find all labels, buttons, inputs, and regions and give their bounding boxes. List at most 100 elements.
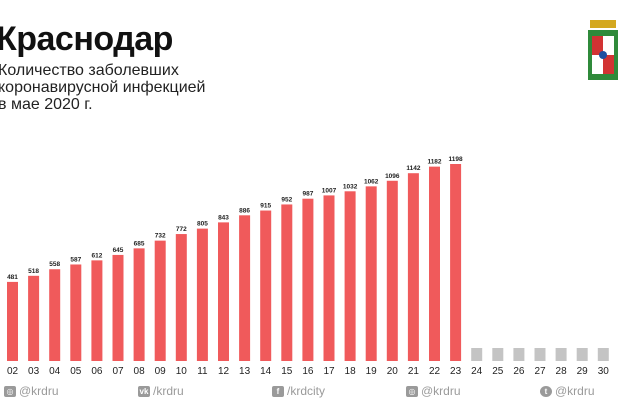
x-tick-label: 20	[387, 366, 399, 377]
bar-day-03	[28, 275, 40, 361]
x-tick-label: 15	[281, 366, 293, 377]
bar-day-02	[7, 281, 18, 361]
bar-day-05	[70, 264, 82, 361]
x-tick-label: 04	[49, 366, 61, 377]
x-tick-label: 24	[471, 366, 483, 377]
x-tick-label: 07	[112, 366, 124, 377]
x-tick-label: 06	[91, 366, 103, 377]
x-tick-label: 25	[492, 366, 504, 377]
bar-value-label: 732	[155, 233, 166, 240]
social-link-krdru[interactable]: t @krdru	[540, 384, 595, 398]
x-tick-label: 13	[239, 366, 251, 377]
bar-value-label: 772	[176, 226, 187, 233]
social-link-label: @krdru	[555, 384, 595, 398]
x-tick-label: 09	[155, 366, 167, 377]
x-tick-label: 17	[323, 366, 335, 377]
x-tick-label: 08	[134, 366, 146, 377]
chart-title: Краснодар	[0, 20, 173, 58]
bar-value-label: 1032	[343, 183, 358, 190]
social-link-label: /krdcity	[287, 384, 326, 398]
x-tick-label: 19	[366, 366, 378, 377]
x-tick-label: 02	[7, 366, 19, 377]
x-tick-label: 21	[408, 366, 420, 377]
bar-day-14	[260, 210, 272, 361]
bar-value-label: 1198	[449, 156, 463, 163]
x-tick-label: 14	[260, 366, 272, 377]
x-tick-label: 28	[556, 366, 568, 377]
subtitle-line-3: в мае 2020 г.	[0, 96, 93, 113]
x-tick-label: 11	[197, 366, 208, 377]
bar-value-label: 987	[302, 191, 313, 198]
x-tick-label: 05	[70, 366, 82, 377]
bar-value-label: 1142	[406, 165, 420, 172]
city-crest-icon	[588, 20, 618, 80]
future-day-stub-25	[492, 348, 504, 361]
x-tick-label: 23	[450, 366, 462, 377]
bar-day-23	[450, 164, 462, 361]
x-tick-label: 18	[345, 366, 357, 377]
bar-day-13	[239, 215, 251, 361]
subtitle-line-1: Количество заболевших	[0, 62, 179, 79]
social-link-krdru[interactable]: ◎ @krdru	[4, 384, 59, 398]
future-day-stub-27	[534, 348, 546, 361]
facebook-icon: f	[272, 385, 284, 397]
bar-value-label: 481	[7, 274, 18, 281]
future-day-stub-26	[513, 348, 525, 361]
social-link-krdru[interactable]: vk/krdru	[138, 384, 184, 398]
social-link-krdcity[interactable]: f/krdcity	[272, 384, 325, 398]
instagram-icon: ◎	[406, 385, 418, 397]
bar-day-10	[175, 234, 187, 361]
instagram-icon: ◎	[4, 385, 16, 397]
x-tick-label: 10	[176, 366, 188, 377]
bar-day-18	[344, 191, 356, 361]
social-link-krdru[interactable]: ◎ @krdru	[406, 384, 461, 398]
future-day-stub-28	[555, 348, 567, 361]
bar-value-label: 1096	[385, 173, 400, 180]
bar-day-16	[302, 198, 314, 361]
x-tick-label: 26	[513, 366, 525, 377]
x-tick-label: 30	[598, 366, 610, 377]
subtitle-line-2: коронавирусной инфекцией	[0, 79, 206, 96]
x-tick-label: 22	[429, 366, 441, 377]
bar-value-label: 1182	[427, 159, 441, 166]
x-tick-label: 03	[28, 366, 40, 377]
bar-day-06	[91, 260, 103, 361]
bar-value-label: 612	[91, 252, 102, 259]
future-day-stub-29	[576, 348, 588, 361]
future-day-stub-24	[471, 348, 483, 361]
bar-day-09	[154, 240, 166, 361]
bar-day-15	[281, 204, 293, 361]
bar-value-label: 518	[28, 268, 39, 275]
bar-day-11	[196, 228, 208, 361]
bar-day-20	[386, 180, 398, 361]
bar-day-04	[49, 269, 61, 361]
bar-day-08	[133, 248, 145, 361]
bar-day-22	[429, 166, 440, 361]
bar-value-label: 805	[197, 221, 208, 228]
bar-value-label: 645	[113, 247, 124, 254]
social-link-label: /krdru	[153, 384, 184, 398]
bar-value-label: 886	[239, 207, 250, 214]
vk-icon: vk	[138, 385, 150, 397]
future-day-stub-30	[597, 348, 609, 361]
bar-value-label: 685	[134, 240, 145, 247]
bar-value-label: 952	[281, 196, 292, 203]
x-tick-label: 12	[218, 366, 230, 377]
bar-value-label: 1062	[364, 178, 379, 185]
social-link-label: @krdru	[19, 384, 59, 398]
x-tick-label: 27	[534, 366, 546, 377]
bar-day-07	[112, 254, 124, 361]
chart-subtitle: Количество заболевших коронавирусной инф…	[0, 62, 205, 113]
social-link-label: @krdru	[421, 384, 461, 398]
x-tick-label: 29	[577, 366, 589, 377]
bar-value-label: 558	[49, 261, 60, 268]
bar-day-21	[407, 173, 419, 361]
bar-value-label: 1007	[322, 187, 337, 194]
bar-day-17	[323, 195, 335, 361]
twitter-icon: t	[540, 385, 552, 397]
bar-value-label: 915	[260, 203, 271, 210]
bar-value-label: 843	[218, 214, 229, 221]
bar-value-label: 587	[70, 256, 81, 263]
x-tick-label: 16	[302, 366, 314, 377]
